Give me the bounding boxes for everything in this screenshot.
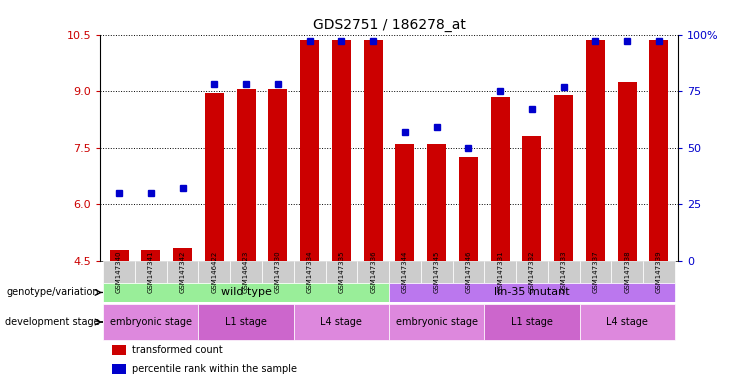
Bar <box>649 40 668 261</box>
Text: GSM147345: GSM147345 <box>433 251 439 293</box>
Text: GSM147339: GSM147339 <box>656 251 662 293</box>
FancyBboxPatch shape <box>230 261 262 283</box>
FancyBboxPatch shape <box>611 261 643 283</box>
Bar <box>112 346 126 355</box>
Text: genotype/variation: genotype/variation <box>7 288 99 298</box>
FancyBboxPatch shape <box>643 261 675 283</box>
Text: percentile rank within the sample: percentile rank within the sample <box>132 364 297 374</box>
Text: GSM147340: GSM147340 <box>116 251 122 293</box>
FancyBboxPatch shape <box>293 261 325 283</box>
Text: GSM147336: GSM147336 <box>370 251 376 293</box>
FancyBboxPatch shape <box>548 261 579 283</box>
Text: GSM147338: GSM147338 <box>624 251 630 293</box>
Bar <box>427 144 446 261</box>
Title: GDS2751 / 186278_at: GDS2751 / 186278_at <box>313 18 465 32</box>
FancyBboxPatch shape <box>262 261 293 283</box>
Text: GSM147341: GSM147341 <box>148 251 154 293</box>
Bar <box>554 95 574 261</box>
Text: L4 stage: L4 stage <box>320 317 362 327</box>
Bar <box>268 89 288 261</box>
Text: L1 stage: L1 stage <box>511 317 553 327</box>
FancyBboxPatch shape <box>325 261 357 283</box>
Text: embryonic stage: embryonic stage <box>396 317 478 327</box>
FancyBboxPatch shape <box>135 261 167 283</box>
FancyBboxPatch shape <box>516 261 548 283</box>
Bar <box>618 82 637 261</box>
Text: L1 stage: L1 stage <box>225 317 267 327</box>
FancyBboxPatch shape <box>293 304 389 340</box>
FancyBboxPatch shape <box>579 304 675 340</box>
FancyBboxPatch shape <box>389 304 485 340</box>
FancyBboxPatch shape <box>103 261 135 283</box>
Bar <box>205 93 224 261</box>
Text: GSM146423: GSM146423 <box>243 251 249 293</box>
Bar <box>332 40 351 261</box>
FancyBboxPatch shape <box>103 304 199 340</box>
Text: GSM147332: GSM147332 <box>529 251 535 293</box>
Bar <box>112 364 126 374</box>
Text: transformed count: transformed count <box>132 345 222 355</box>
FancyBboxPatch shape <box>485 261 516 283</box>
Text: GSM146422: GSM146422 <box>211 251 217 293</box>
Bar <box>110 250 129 261</box>
FancyBboxPatch shape <box>421 261 453 283</box>
FancyBboxPatch shape <box>453 261 485 283</box>
Text: GSM147337: GSM147337 <box>593 251 599 293</box>
Text: wild type: wild type <box>221 288 271 298</box>
Text: GSM147346: GSM147346 <box>465 251 471 293</box>
Text: development stage: development stage <box>4 317 99 327</box>
Text: lin-35 mutant: lin-35 mutant <box>494 288 570 298</box>
Text: GSM147335: GSM147335 <box>339 251 345 293</box>
Bar <box>491 97 510 261</box>
Bar <box>396 144 414 261</box>
FancyBboxPatch shape <box>579 261 611 283</box>
FancyBboxPatch shape <box>103 283 389 301</box>
Text: L4 stage: L4 stage <box>606 317 648 327</box>
FancyBboxPatch shape <box>389 261 421 283</box>
Text: embryonic stage: embryonic stage <box>110 317 192 327</box>
FancyBboxPatch shape <box>199 304 293 340</box>
FancyBboxPatch shape <box>389 283 675 301</box>
Bar <box>236 89 256 261</box>
Text: GSM147344: GSM147344 <box>402 251 408 293</box>
Bar <box>586 40 605 261</box>
Text: GSM147334: GSM147334 <box>307 251 313 293</box>
Bar <box>173 248 192 261</box>
Bar <box>300 40 319 261</box>
Bar <box>522 136 542 261</box>
FancyBboxPatch shape <box>167 261 199 283</box>
Text: GSM147342: GSM147342 <box>179 251 185 293</box>
FancyBboxPatch shape <box>485 304 579 340</box>
Text: GSM147330: GSM147330 <box>275 251 281 293</box>
Text: GSM147333: GSM147333 <box>561 251 567 293</box>
FancyBboxPatch shape <box>357 261 389 283</box>
Bar <box>364 40 382 261</box>
Text: GSM147331: GSM147331 <box>497 251 503 293</box>
Bar <box>142 250 160 261</box>
Bar <box>459 157 478 261</box>
FancyBboxPatch shape <box>199 261 230 283</box>
